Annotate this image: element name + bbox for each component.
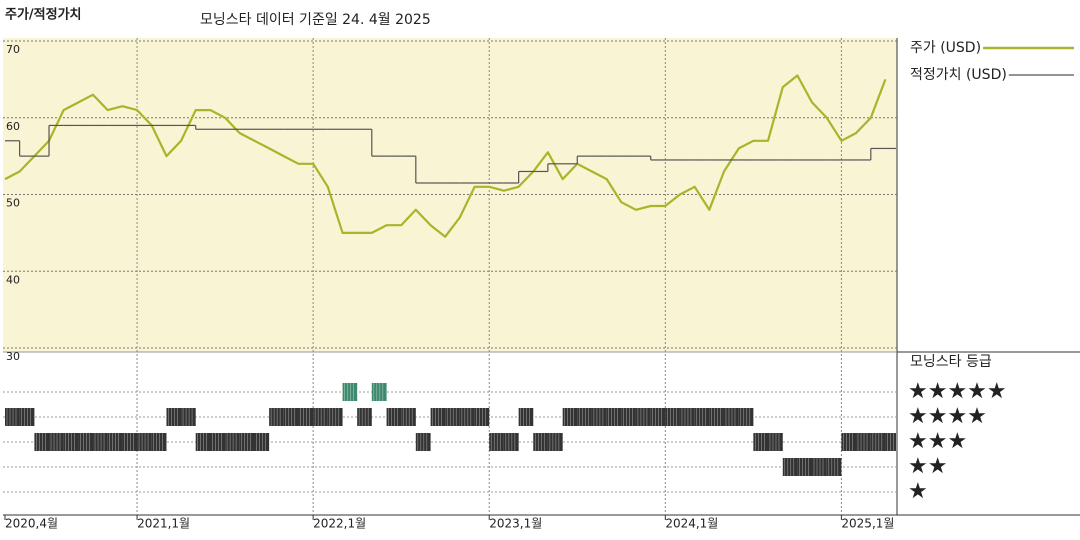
x-tick-label: 2025,1월	[841, 517, 894, 531]
legend-label: 주가 (USD)	[910, 40, 981, 56]
x-tick-label: 2021,1월	[137, 517, 190, 531]
y-tick-label: 70	[6, 43, 20, 56]
y-tick-label: 50	[6, 197, 20, 210]
rating-label: ★	[908, 479, 928, 504]
legend-label: 적정가치 (USD)	[910, 67, 1007, 83]
chart-subtitle: 모닝스타 데이터 기준일 24. 4월 2025	[200, 12, 431, 28]
rating-label: ★★★	[908, 429, 967, 454]
rating-label: ★★★★	[908, 404, 987, 429]
x-tick-label: 2024,1월	[665, 517, 718, 531]
x-tick-label: 2022,1월	[313, 517, 366, 531]
chart-title: 주가/적정가치	[5, 7, 82, 23]
x-tick-label: 2020,4월	[5, 517, 58, 531]
ratings-title: 모닝스타 등급	[910, 354, 992, 370]
y-tick-label: 60	[6, 120, 20, 133]
rating-label: ★★	[908, 454, 947, 479]
rating-label: ★★★★★	[908, 379, 1007, 404]
y-tick-label: 40	[6, 273, 20, 286]
x-tick-label: 2023,1월	[489, 517, 542, 531]
y-tick-label: 30	[6, 350, 20, 363]
